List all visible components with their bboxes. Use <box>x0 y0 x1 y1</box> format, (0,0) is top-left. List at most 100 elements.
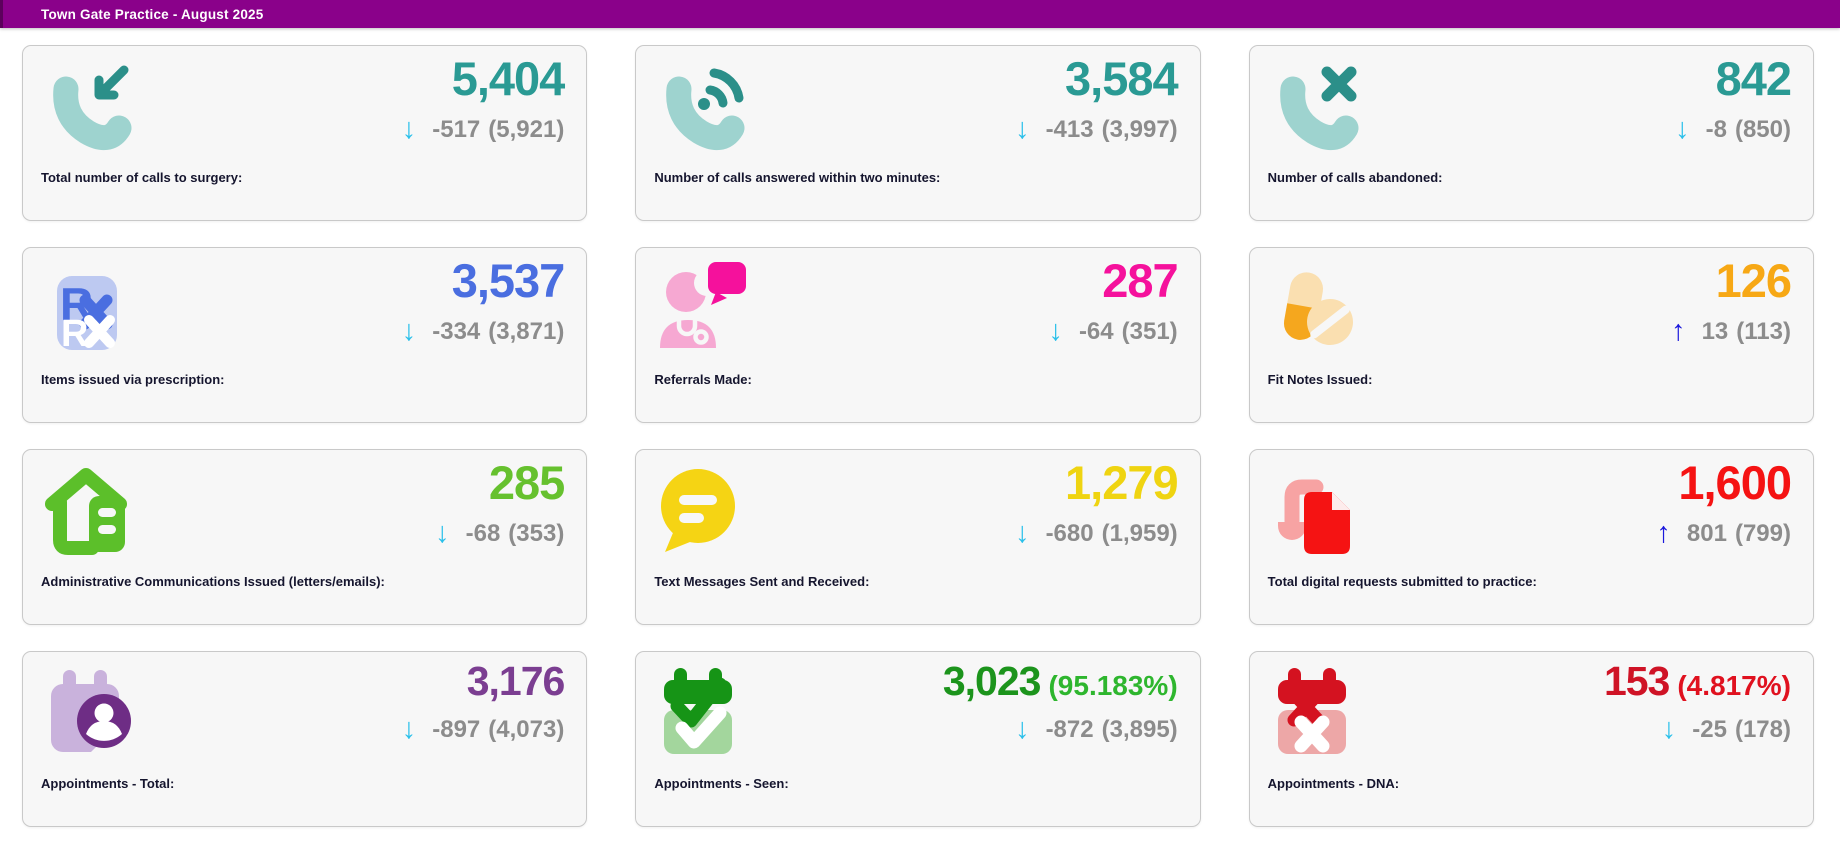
metric-stats: 153 (4.817%) ↓ -25 (178) <box>1603 658 1791 746</box>
delta-value: -517 <box>432 115 481 143</box>
trend-down-arrow-icon: ↓ <box>1015 713 1030 746</box>
metric-stats: 1,600 ↑ 801 (799) <box>1656 456 1792 550</box>
delta-value: -897 <box>432 715 481 743</box>
metric-label: Referrals Made: <box>654 372 752 387</box>
dashboard-grid: 5,404 ↓ -517 (5,921) Total number of cal… <box>0 28 1840 827</box>
delta-value: 13 <box>1701 317 1729 345</box>
metric-label: Appointments - Seen: <box>654 776 789 791</box>
metric-label: Items issued via prescription: <box>41 372 225 387</box>
pills-icon <box>1266 260 1362 356</box>
calendar-person-icon <box>39 664 135 760</box>
delta-value: -64 <box>1078 317 1114 345</box>
previous-value: (4,073) <box>488 715 565 743</box>
delta-value: -334 <box>432 317 481 345</box>
previous-value: (178) <box>1734 715 1791 743</box>
trend-down-arrow-icon: ↓ <box>401 113 417 146</box>
delta-value: -25 <box>1692 715 1727 743</box>
calendar-check-icon <box>652 664 748 760</box>
metric-value: 3,023 <box>942 658 1042 704</box>
previous-value: (113) <box>1736 317 1791 345</box>
referrals-card: 287 ↓ -64 (351) Referrals Made: <box>635 247 1201 423</box>
trend-up-arrow-icon: ↑ <box>1656 517 1671 550</box>
phone-abandoned-icon <box>1266 58 1362 154</box>
metric-label: Appointments - Total: <box>41 776 175 791</box>
phone-incoming-icon <box>39 58 135 154</box>
metric-value: 287 <box>1102 254 1178 307</box>
house-mail-icon <box>39 462 135 558</box>
trend-down-arrow-icon: ↓ <box>1015 113 1030 146</box>
previous-value: (3,871) <box>488 317 565 345</box>
delta-value: -413 <box>1045 115 1094 143</box>
metric-stats: 3,176 ↓ -897 (4,073) <box>401 658 566 746</box>
trend-down-arrow-icon: ↓ <box>1048 315 1063 348</box>
previous-value: (351) <box>1121 317 1178 345</box>
prescriptions-card: 3,537 ↓ -334 (3,871) Items issued via pr… <box>22 247 588 423</box>
metric-stats: 3,537 ↓ -334 (3,871) <box>401 254 566 348</box>
previous-value: (799) <box>1734 519 1791 547</box>
fit-notes-card: 126 ↑ 13 (113) Fit Notes Issued: <box>1248 247 1814 423</box>
previous-value: (5,921) <box>488 115 565 143</box>
metric-label: Total digital requests submitted to prac… <box>1267 574 1537 589</box>
prescription-icon <box>39 260 135 356</box>
metric-value: 3,537 <box>451 254 566 307</box>
calendar-x-icon <box>1266 664 1362 760</box>
metric-label: Administrative Communications Issued (le… <box>41 574 385 589</box>
delta-value: 801 <box>1686 519 1727 547</box>
metric-label: Number of calls answered within two minu… <box>654 170 941 185</box>
metric-stats: 5,404 ↓ -517 (5,921) <box>401 52 566 146</box>
chat-bubble-icon <box>652 462 748 558</box>
metric-value: 1,279 <box>1065 456 1179 509</box>
metric-stats: 3,023 (95.183%) ↓ -872 (3,895) <box>942 658 1178 746</box>
admin-comms-card: 285 ↓ -68 (353) Administrative Communica… <box>22 449 588 625</box>
metric-value: 126 <box>1715 254 1792 307</box>
text-messages-card: 1,279 ↓ -680 (1,959) Text Messages Sent … <box>635 449 1201 625</box>
calls-answered-card: 3,584 ↓ -413 (3,997) Number of calls ans… <box>635 45 1201 221</box>
metric-value: 1,600 <box>1678 456 1792 509</box>
metric-value: 842 <box>1715 52 1792 105</box>
delta-value: -872 <box>1045 715 1094 743</box>
metric-value: 285 <box>488 456 565 509</box>
metric-stats: 287 ↓ -64 (351) <box>1048 254 1178 348</box>
appointments-dna-card: 153 (4.817%) ↓ -25 (178) Appointments - D… <box>1248 651 1814 827</box>
metric-value: 3,584 <box>1065 52 1179 105</box>
metric-value: 3,176 <box>466 658 566 704</box>
previous-value: (850) <box>1734 115 1791 143</box>
metric-stats: 1,279 ↓ -680 (1,959) <box>1015 456 1179 550</box>
trend-down-arrow-icon: ↓ <box>435 517 450 550</box>
digital-requests-card: 1,600 ↑ 801 (799) Total digital requests… <box>1248 449 1814 625</box>
metric-percent: (95.183%) <box>1048 670 1178 701</box>
metric-value: 153 <box>1603 658 1670 704</box>
referral-icon <box>652 260 748 356</box>
metric-label: Fit Notes Issued: <box>1267 372 1373 387</box>
previous-value: (3,895) <box>1101 715 1178 743</box>
metric-label: Appointments - DNA: <box>1267 776 1400 791</box>
phone-answered-icon <box>652 58 748 154</box>
delta-value: -68 <box>465 519 501 547</box>
metric-value: 5,404 <box>451 52 566 105</box>
previous-value: (353) <box>508 519 565 547</box>
title-bar: Town Gate Practice - August 2025 <box>0 0 1840 28</box>
metric-percent: (4.817%) <box>1677 670 1791 701</box>
appointments-total-card: 3,176 ↓ -897 (4,073) Appointments - Tota… <box>22 651 588 827</box>
trend-down-arrow-icon: ↓ <box>1015 517 1030 550</box>
delta-value: -680 <box>1045 519 1094 547</box>
trend-down-arrow-icon: ↓ <box>1675 113 1690 146</box>
page-title: Town Gate Practice - August 2025 <box>41 6 264 22</box>
delta-value: -8 <box>1705 115 1727 143</box>
metric-label: Number of calls abandoned: <box>1267 170 1443 185</box>
trend-up-arrow-icon: ↑ <box>1671 315 1686 348</box>
metric-stats: 285 ↓ -68 (353) <box>435 456 565 550</box>
metric-label: Total number of calls to surgery: <box>41 170 243 185</box>
calls-abandoned-card: 842 ↓ -8 (850) Number of calls abandoned… <box>1248 45 1814 221</box>
trend-down-arrow-icon: ↓ <box>1661 713 1677 746</box>
metric-stats: 3,584 ↓ -413 (3,997) <box>1015 52 1179 146</box>
trend-down-arrow-icon: ↓ <box>401 315 417 348</box>
trend-down-arrow-icon: ↓ <box>401 713 417 746</box>
metric-label: Text Messages Sent and Received: <box>654 574 870 589</box>
document-request-icon <box>1266 462 1362 558</box>
metric-stats: 842 ↓ -8 (850) <box>1675 52 1792 146</box>
previous-value: (3,997) <box>1101 115 1178 143</box>
metric-stats: 126 ↑ 13 (113) <box>1671 254 1792 348</box>
calls-total-card: 5,404 ↓ -517 (5,921) Total number of cal… <box>22 45 588 221</box>
previous-value: (1,959) <box>1101 519 1178 547</box>
